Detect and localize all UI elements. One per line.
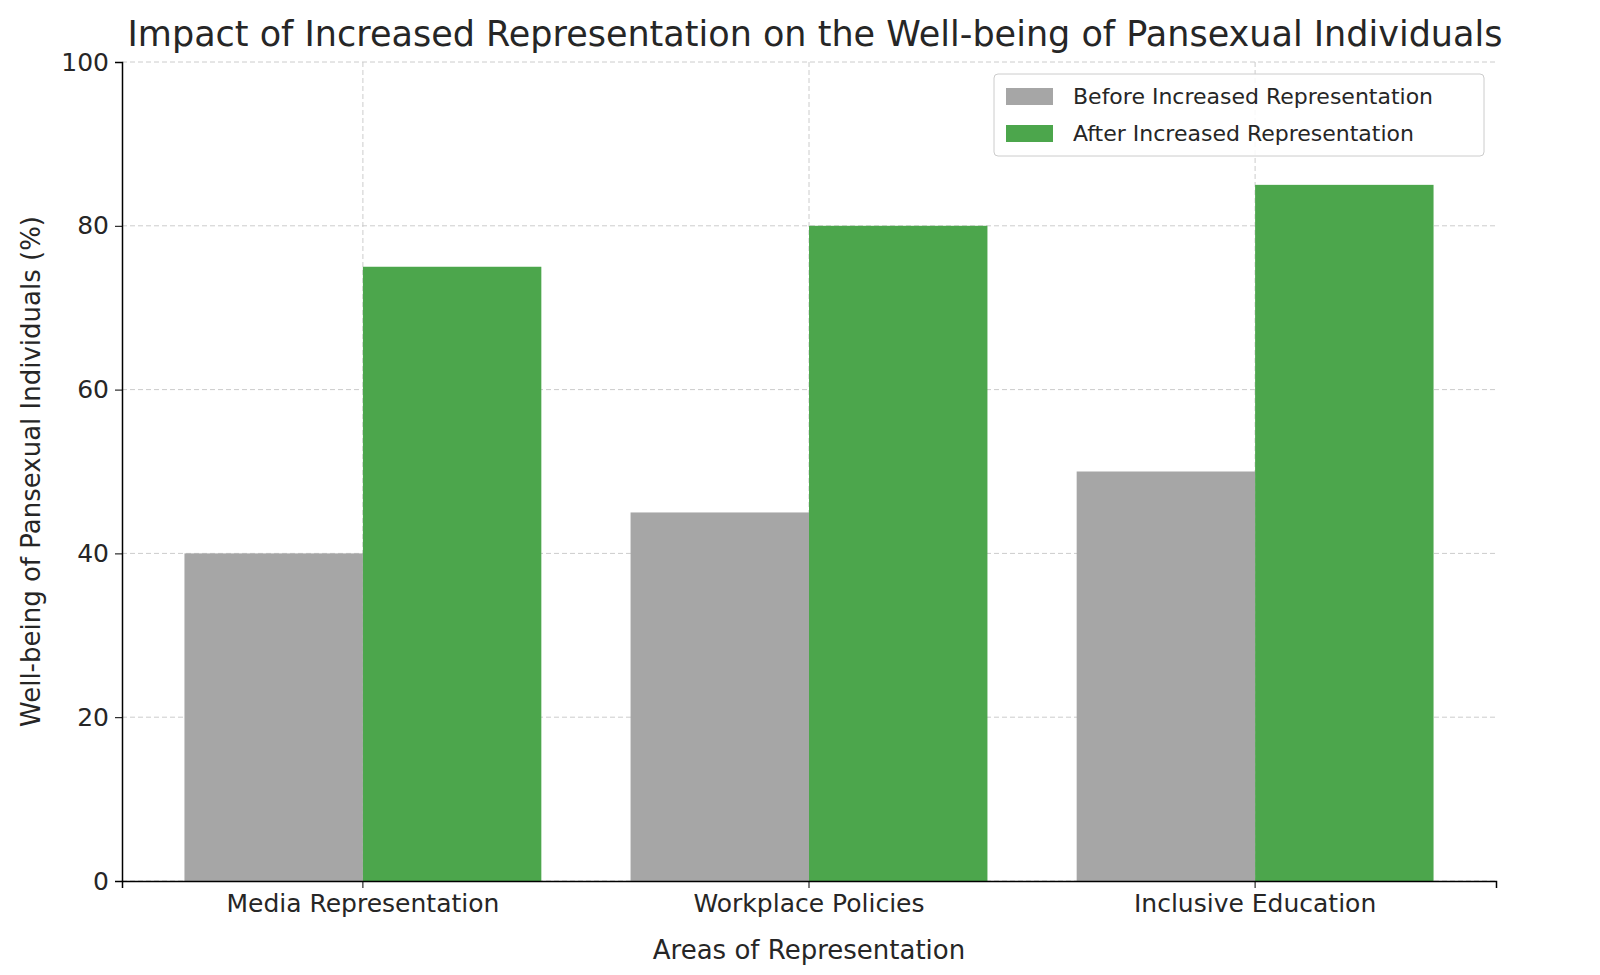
- grid: [122, 62, 1496, 881]
- legend-swatch: [1006, 88, 1053, 105]
- tick-label: 60: [77, 375, 109, 404]
- tick-mark: [115, 881, 122, 882]
- tick: 0: [93, 867, 122, 896]
- tick-mark: [115, 226, 122, 227]
- tick-mark: [115, 717, 122, 718]
- x-axis-title: Areas of Representation: [653, 935, 965, 965]
- tick: 60: [77, 375, 122, 404]
- tick-label: Workplace Policies: [694, 889, 925, 918]
- tick-label: Media Representation: [226, 889, 499, 918]
- y-axis: 0 20 40 60 80 100: [61, 48, 122, 896]
- tick: 100: [61, 48, 122, 77]
- legend-item: After Increased Representation: [1006, 121, 1414, 146]
- tick-mark: [362, 881, 363, 888]
- y-axis-title: Well-being of Pansexual Individuals (%): [16, 216, 46, 727]
- axis-line: [123, 882, 1497, 889]
- tick-label: Inclusive Education: [1134, 889, 1376, 918]
- tick-label: 20: [77, 703, 109, 732]
- legend-frame: [994, 74, 1484, 156]
- x-axis: Media Representation Workplace Policies In…: [123, 881, 1497, 918]
- bar: [1255, 185, 1433, 881]
- tick-label: 40: [77, 539, 109, 568]
- bar: [184, 553, 362, 881]
- bar: [363, 267, 541, 881]
- tick: 20: [77, 703, 122, 732]
- plot: 0 20 40 60 80 100 Media Representation Workplac…: [61, 48, 1496, 918]
- tick-mark: [115, 62, 122, 63]
- tick-mark: [115, 553, 122, 554]
- tick: Inclusive Education: [1134, 881, 1376, 918]
- tick-label: 100: [61, 48, 109, 77]
- legend-swatch: [1006, 125, 1053, 142]
- tick: Workplace Policies: [694, 881, 925, 918]
- legend-label: Before Increased Representation: [1073, 84, 1433, 109]
- tick: 40: [77, 539, 122, 568]
- legend-item: Before Increased Representation: [1006, 84, 1433, 109]
- tick: Media Representation: [226, 881, 499, 918]
- bar: [631, 512, 809, 881]
- axis-line: [115, 63, 123, 882]
- tick-label: 0: [93, 867, 109, 896]
- legend-label: After Increased Representation: [1073, 121, 1414, 146]
- legend: Before Increased Representation After Inc…: [994, 74, 1484, 156]
- title: Impact of Increased Representation on th…: [128, 14, 1503, 54]
- chart: 0 20 40 60 80 100 Media Representation Workplac…: [0, 0, 1600, 975]
- bar: [809, 226, 987, 881]
- tick-label: 80: [77, 211, 109, 240]
- tick: 80: [77, 211, 122, 240]
- bars: [184, 185, 1433, 881]
- tick-mark: [809, 881, 810, 888]
- tick-mark: [1255, 881, 1256, 888]
- bar: [1077, 472, 1255, 882]
- tick-mark: [115, 390, 122, 391]
